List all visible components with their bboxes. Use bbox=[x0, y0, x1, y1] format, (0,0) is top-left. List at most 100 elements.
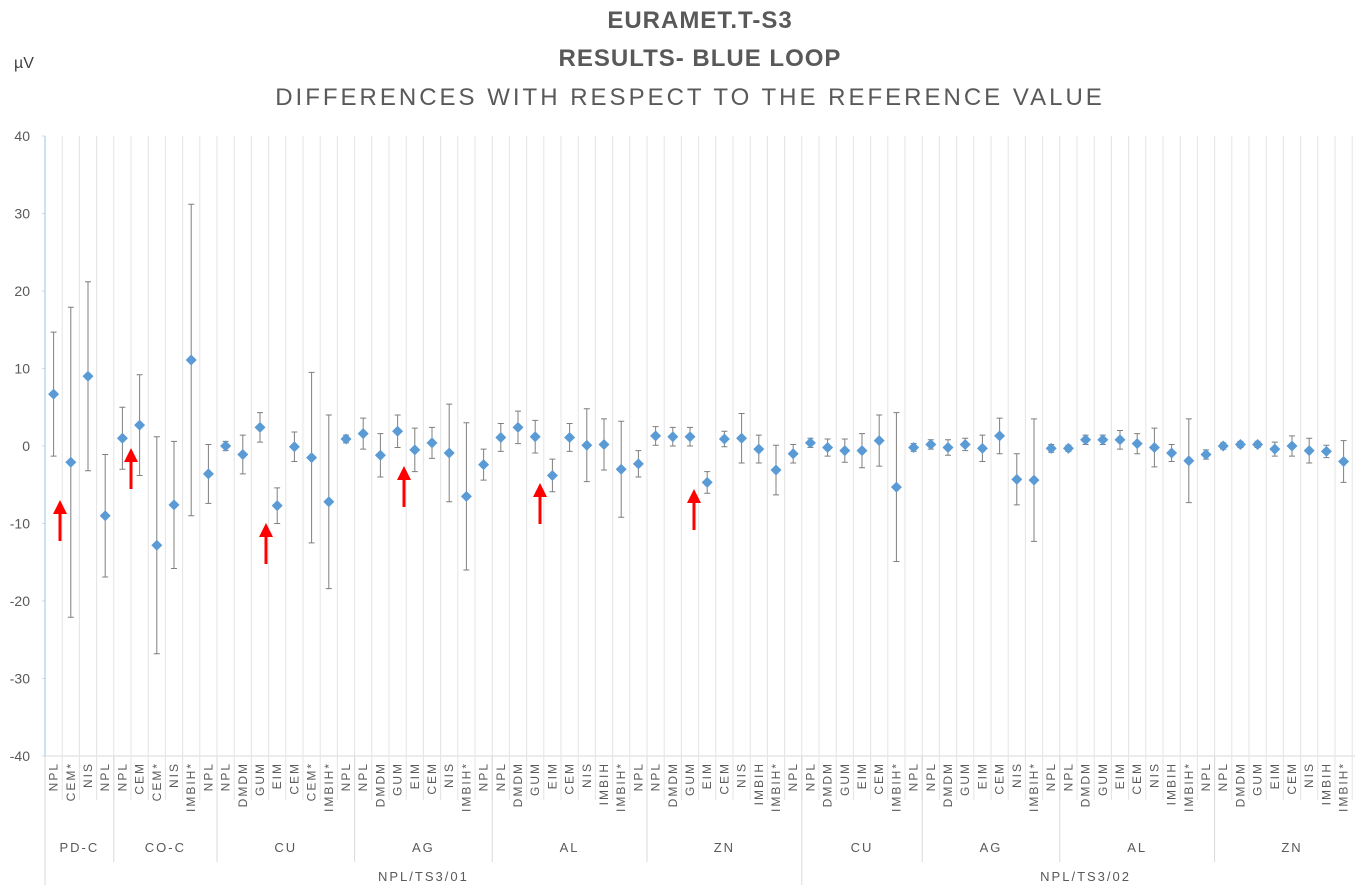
x-tick-label: NIS bbox=[580, 762, 594, 788]
data-point bbox=[254, 421, 266, 433]
x-tick-label: NPL bbox=[803, 762, 817, 791]
y-tick-label: 20 bbox=[14, 283, 30, 299]
data-point bbox=[1028, 474, 1040, 486]
data-point bbox=[99, 510, 111, 522]
data-point bbox=[237, 449, 249, 461]
data-point bbox=[1114, 434, 1126, 446]
x-tick-label: CEM bbox=[425, 762, 439, 795]
x-tick-label: CEM bbox=[133, 762, 147, 795]
group-label: NPL/TS3/02 bbox=[1040, 869, 1131, 884]
data-point bbox=[392, 425, 404, 437]
data-point bbox=[873, 435, 885, 447]
x-tick-label: CEM bbox=[563, 762, 577, 795]
x-tick-label: IMBIH bbox=[597, 762, 611, 805]
data-point bbox=[409, 444, 421, 456]
data-point bbox=[82, 370, 94, 382]
y-tick-label: -20 bbox=[10, 593, 30, 609]
chart-subtitle: DIFFERENCES WITH RESPECT TO THE REFERENC… bbox=[275, 84, 1105, 111]
x-tick-label: IMBIH* bbox=[322, 762, 336, 812]
x-tick-label: CEM bbox=[993, 762, 1007, 795]
group-label: AL bbox=[1127, 840, 1147, 855]
data-point bbox=[529, 431, 541, 443]
data-point bbox=[1286, 440, 1298, 452]
data-point bbox=[1166, 447, 1178, 459]
data-point bbox=[736, 432, 748, 444]
data-point bbox=[581, 439, 593, 451]
data-point bbox=[684, 431, 696, 443]
x-tick-label: NPL bbox=[907, 762, 921, 791]
arrow bbox=[397, 466, 411, 507]
data-point bbox=[753, 443, 765, 455]
data-point bbox=[1320, 445, 1332, 457]
data-point bbox=[271, 500, 283, 512]
x-tick-label: NPL bbox=[1199, 762, 1213, 791]
x-tick-label: NPL bbox=[1061, 762, 1075, 791]
data-point bbox=[1011, 473, 1023, 485]
data-point bbox=[48, 388, 60, 400]
y-tick-label: 30 bbox=[14, 206, 30, 222]
x-tick-label: DMDM bbox=[373, 762, 387, 807]
data-point bbox=[1234, 438, 1246, 450]
x-tick-label: NPL bbox=[1216, 762, 1230, 791]
y-tick-label: -30 bbox=[10, 671, 30, 687]
data-point bbox=[701, 476, 713, 488]
group-label: CO-C bbox=[145, 840, 186, 855]
data-point bbox=[512, 421, 524, 433]
x-tick-label: CEM* bbox=[305, 762, 319, 801]
x-tick-label: NIS bbox=[1302, 762, 1316, 788]
y-tick-label: 40 bbox=[14, 128, 30, 144]
x-tick-label: GUM bbox=[391, 762, 405, 796]
data-point bbox=[942, 442, 954, 454]
data-point bbox=[822, 442, 834, 454]
x-tick-label: NPL bbox=[219, 762, 233, 791]
x-tick-label: DMDM bbox=[511, 762, 525, 807]
x-tick-label: NPL bbox=[47, 762, 61, 791]
y-axis-label: µV bbox=[14, 55, 34, 72]
x-tick-label: DMDM bbox=[1079, 762, 1093, 807]
x-tick-label: DMDM bbox=[821, 762, 835, 807]
group-label: ZN bbox=[714, 840, 735, 855]
data-point bbox=[116, 432, 128, 444]
arrow bbox=[687, 489, 701, 530]
x-tick-label: GUM bbox=[958, 762, 972, 796]
x-tick-label: IMBIH* bbox=[769, 762, 783, 812]
x-tick-label: GUM bbox=[838, 762, 852, 796]
data-point bbox=[1252, 438, 1264, 450]
x-tick-label: EIM bbox=[700, 762, 714, 789]
arrow bbox=[259, 523, 273, 564]
x-tick-label: IMBIH* bbox=[459, 762, 473, 812]
data-point bbox=[615, 463, 627, 475]
x-tick-label: IMBIH bbox=[752, 762, 766, 805]
group-label: NPL/TS3/01 bbox=[378, 869, 469, 884]
group-label: AG bbox=[412, 840, 435, 855]
arrow bbox=[533, 483, 547, 524]
group-label: AG bbox=[980, 840, 1003, 855]
x-tick-label: GUM bbox=[528, 762, 542, 796]
data-point bbox=[1080, 434, 1092, 446]
data-point bbox=[1200, 449, 1212, 461]
y-tick-label: -40 bbox=[10, 748, 30, 764]
x-tick-label: EIM bbox=[975, 762, 989, 789]
x-tick-label: NPL bbox=[494, 762, 508, 791]
data-point bbox=[1097, 434, 1109, 446]
x-tick-label: CEM bbox=[872, 762, 886, 795]
data-point bbox=[1148, 442, 1160, 454]
data-point bbox=[306, 452, 318, 464]
data-point bbox=[1217, 440, 1229, 452]
x-tick-label: CEM bbox=[1285, 762, 1299, 795]
x-tick-label: IMBIH bbox=[1165, 762, 1179, 805]
data-point bbox=[908, 442, 920, 454]
data-point bbox=[1303, 445, 1315, 457]
data-point bbox=[151, 539, 163, 551]
x-tick-label: NIS bbox=[735, 762, 749, 788]
data-point bbox=[202, 468, 214, 480]
x-tick-label: GUM bbox=[1096, 762, 1110, 796]
x-tick-label: DMDM bbox=[941, 762, 955, 807]
data-point bbox=[976, 442, 988, 454]
x-tick-label: NIS bbox=[1147, 762, 1161, 788]
grid bbox=[42, 135, 1355, 885]
data-point bbox=[667, 431, 679, 443]
data-point bbox=[374, 449, 386, 461]
x-tick-label: NPL bbox=[1354, 762, 1355, 791]
